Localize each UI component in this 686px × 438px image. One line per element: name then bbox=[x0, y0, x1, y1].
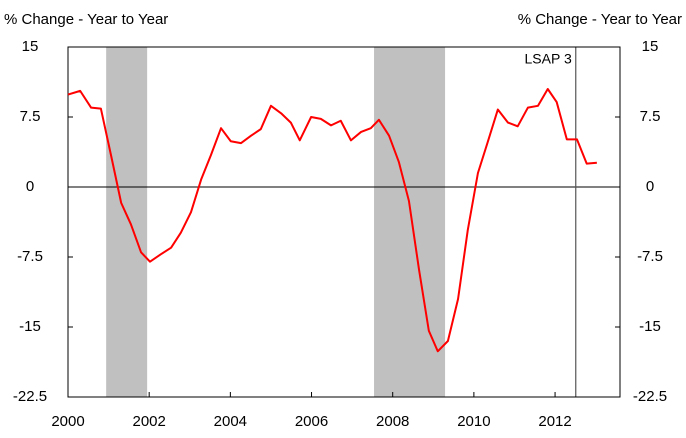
y2-tick-label: -15 bbox=[639, 318, 661, 335]
y-tick-label: -7.5 bbox=[17, 248, 43, 265]
y2-tick-label: 0 bbox=[646, 178, 654, 195]
x-tick-label: 2000 bbox=[51, 413, 84, 430]
y-tick-label: 0 bbox=[26, 178, 34, 195]
y-tick-label: 7.5 bbox=[20, 108, 41, 125]
x-tick-label: 2002 bbox=[132, 413, 165, 430]
y2-tick-label: -22.5 bbox=[633, 388, 667, 405]
y-tick-label: 15 bbox=[22, 38, 39, 55]
x-tick-label: 2008 bbox=[376, 413, 409, 430]
plot-frame bbox=[67, 46, 621, 398]
y-tick-label: -22.5 bbox=[13, 388, 47, 405]
x-tick-label: 2004 bbox=[214, 413, 247, 430]
y2-axis-label: % Change - Year to Year bbox=[518, 11, 682, 28]
y-tick-label: -15 bbox=[19, 318, 41, 335]
x-tick-label: 2012 bbox=[538, 413, 571, 430]
x-tick-label: 2010 bbox=[457, 413, 490, 430]
y2-tick-label: 7.5 bbox=[640, 108, 661, 125]
recession-shade bbox=[106, 47, 148, 397]
annotation-label: LSAP 3 bbox=[525, 51, 572, 67]
y-axis-label: % Change - Year to Year bbox=[4, 11, 168, 28]
x-tick-label: 2006 bbox=[295, 413, 328, 430]
y2-tick-label: 15 bbox=[642, 38, 659, 55]
line-series bbox=[67, 88, 597, 353]
y2-tick-label: -7.5 bbox=[637, 248, 663, 265]
